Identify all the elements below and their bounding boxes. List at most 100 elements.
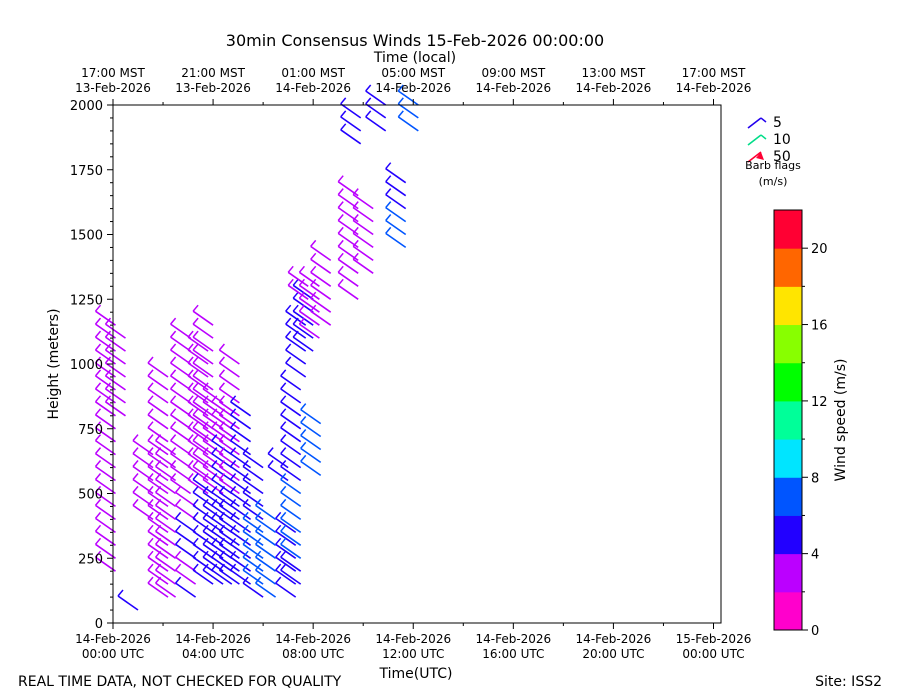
barb-shaft bbox=[292, 323, 314, 339]
wind-barb bbox=[310, 239, 332, 262]
wind-barb bbox=[147, 563, 169, 585]
y-tick-label: 750 bbox=[78, 423, 103, 438]
barb-flag bbox=[170, 434, 177, 442]
wind-barb bbox=[230, 511, 252, 534]
wind-barb bbox=[147, 356, 169, 378]
barb-flag bbox=[218, 434, 225, 442]
legend-entry bbox=[747, 117, 767, 129]
barb-shaft bbox=[211, 543, 233, 559]
barb-shaft bbox=[255, 569, 277, 585]
barb-flag bbox=[94, 498, 102, 506]
barb-flag bbox=[155, 576, 162, 584]
wind-barb bbox=[352, 226, 374, 249]
wind-barb bbox=[94, 421, 116, 443]
barb-flag bbox=[175, 537, 182, 545]
wind-barb bbox=[218, 550, 240, 572]
barb-flag bbox=[155, 498, 162, 506]
barb-flag bbox=[211, 408, 218, 416]
y-tick-label: 1750 bbox=[70, 164, 103, 179]
wind-barb bbox=[147, 369, 169, 391]
barb-flag bbox=[310, 265, 317, 273]
wind-barb bbox=[280, 511, 302, 534]
barb-shaft bbox=[192, 478, 214, 495]
wind-barb bbox=[211, 395, 233, 417]
barb-shaft bbox=[147, 504, 169, 521]
barb-shaft bbox=[255, 543, 277, 559]
barb-flag bbox=[104, 382, 112, 390]
wind-barb bbox=[267, 447, 289, 469]
barb-flag bbox=[280, 447, 287, 455]
barb-flag bbox=[202, 421, 209, 429]
top-tick-label-time: 21:00 MST bbox=[181, 66, 245, 80]
wind-barb bbox=[211, 563, 233, 585]
wind-barb bbox=[104, 343, 126, 365]
wind-barb bbox=[242, 485, 264, 508]
barb-flag bbox=[192, 369, 199, 377]
wind-barb bbox=[192, 498, 214, 521]
wind-barb bbox=[218, 524, 240, 546]
wind-barb bbox=[230, 434, 252, 456]
barb-flag bbox=[337, 252, 344, 260]
barb-flag bbox=[285, 330, 292, 338]
barb-shaft bbox=[242, 465, 264, 482]
wind-barb bbox=[104, 382, 126, 404]
barb-flag bbox=[187, 382, 194, 390]
barb-flag bbox=[218, 563, 225, 571]
barb-flag bbox=[192, 447, 199, 455]
wind-barb bbox=[280, 524, 302, 546]
barb-shaft bbox=[211, 414, 233, 430]
barb-flag bbox=[94, 382, 102, 390]
barb-shaft bbox=[95, 362, 116, 378]
barb-shaft bbox=[292, 336, 314, 352]
wind-barb bbox=[242, 460, 264, 482]
barb-flag bbox=[255, 498, 262, 506]
wind-barb bbox=[218, 460, 240, 482]
barb-shaft bbox=[105, 375, 126, 391]
barb-shaft bbox=[95, 388, 116, 404]
barb-shaft bbox=[95, 349, 116, 365]
wind-barb bbox=[192, 330, 214, 352]
barb-flag bbox=[275, 576, 282, 584]
barb-flag bbox=[170, 330, 177, 338]
wind-barb bbox=[155, 550, 177, 572]
wind-barb bbox=[170, 369, 192, 391]
barb-shaft bbox=[385, 168, 407, 184]
barb-shaft bbox=[218, 401, 240, 417]
barb-flag bbox=[192, 304, 199, 312]
barb-flag bbox=[218, 537, 225, 545]
x-tick-label-date: 14-Feb-2026 bbox=[475, 632, 551, 646]
y-tick-label: 1500 bbox=[70, 229, 103, 244]
wind-barb bbox=[211, 485, 233, 508]
barb-flag bbox=[132, 485, 139, 493]
barb-shaft bbox=[175, 556, 197, 572]
barb-shaft bbox=[298, 323, 320, 339]
barb-flag bbox=[230, 421, 237, 429]
barb-shaft bbox=[155, 478, 177, 495]
barb-flag bbox=[300, 416, 307, 423]
barb-shaft bbox=[300, 408, 322, 425]
barb-shaft bbox=[292, 297, 314, 313]
barb-shaft bbox=[385, 219, 407, 236]
barb-flag bbox=[94, 447, 102, 455]
barb-flag bbox=[117, 589, 124, 597]
barb-flag bbox=[337, 239, 344, 247]
barb-shaft bbox=[287, 271, 309, 287]
barb-shaft bbox=[275, 582, 297, 598]
barb-flag bbox=[242, 447, 249, 455]
wind-barb bbox=[230, 460, 252, 482]
barb-flag bbox=[255, 550, 262, 558]
x-tick-label-date: 14-Feb-2026 bbox=[275, 632, 351, 646]
wind-barb bbox=[292, 291, 314, 313]
wind-barb bbox=[170, 343, 192, 365]
barb-flag bbox=[175, 576, 182, 584]
wind-barb bbox=[365, 110, 387, 132]
barb-flag bbox=[242, 498, 249, 506]
x-tick-label-date: 15-Feb-2026 bbox=[676, 632, 752, 646]
wind-barb bbox=[230, 473, 252, 495]
colorbar-segment bbox=[774, 248, 802, 287]
barb-shaft bbox=[292, 310, 314, 326]
barb-shaft bbox=[230, 491, 252, 508]
barb-shaft bbox=[280, 478, 302, 495]
barb-shaft bbox=[310, 271, 332, 287]
wind-barb bbox=[218, 395, 240, 417]
